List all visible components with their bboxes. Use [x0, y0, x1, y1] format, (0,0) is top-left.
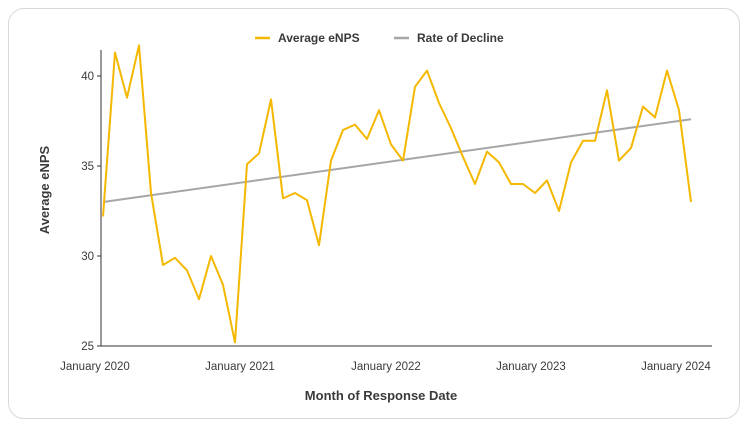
x-tick-label: January 2024 [641, 361, 711, 373]
x-tick-label: January 2020 [60, 361, 130, 373]
series-line-rate-of-decline [102, 118, 692, 203]
y-ticks: 25 30 35 40 [81, 71, 101, 353]
axes [100, 50, 712, 347]
y-tick-label: 40 [81, 71, 94, 83]
x-tick-label: January 2021 [205, 361, 275, 373]
y-axis-title: Average eNPS [37, 145, 52, 234]
y-tick-label: 35 [81, 161, 94, 173]
legend-label-enps: Average eNPS [278, 31, 360, 45]
x-ticks: January 2020 January 2021 January 2022 Janu… [60, 361, 711, 373]
series-group [102, 44, 692, 344]
y-tick-label: 30 [81, 251, 94, 263]
legend: Average eNPS Rate of Decline [255, 31, 504, 45]
y-tick-label: 25 [81, 341, 94, 353]
x-tick-label: January 2023 [496, 361, 566, 373]
x-axis-title: Month of Response Date [305, 388, 457, 403]
series-line-average-enps [102, 44, 692, 344]
legend-label-trend: Rate of Decline [417, 31, 504, 45]
x-tick-label: January 2022 [351, 361, 421, 373]
chart-card [8, 8, 740, 419]
